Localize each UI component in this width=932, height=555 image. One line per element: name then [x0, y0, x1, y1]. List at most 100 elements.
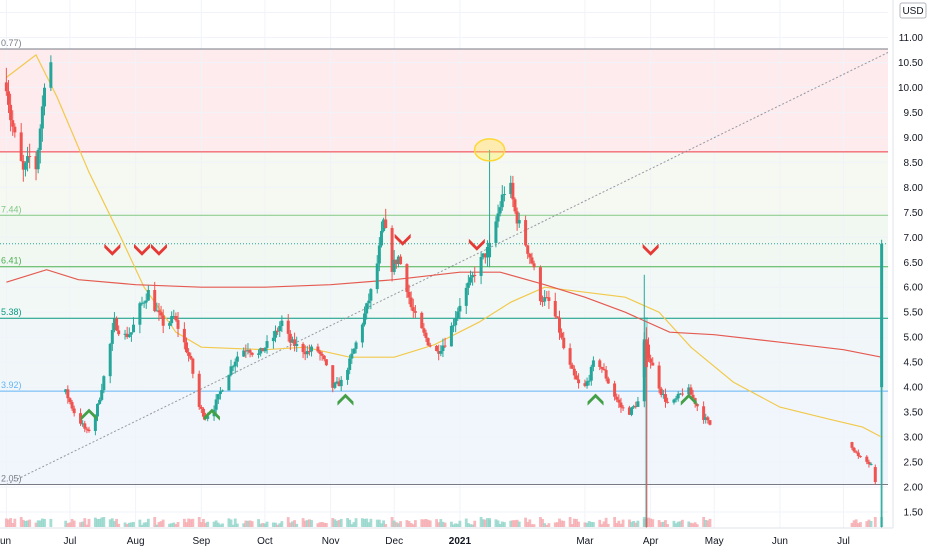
candle-body [530, 257, 534, 264]
volume-bar [687, 521, 691, 527]
volume-bar [854, 519, 858, 527]
candle-body [138, 303, 142, 325]
candle-body [221, 390, 225, 392]
candle-body [185, 342, 189, 353]
volume-bar [352, 522, 356, 527]
volume-bar [212, 521, 216, 527]
candle-body [365, 303, 369, 314]
volume-bar [259, 523, 263, 527]
volume-bar [558, 518, 561, 527]
candle-body [159, 312, 163, 316]
candle-body [263, 347, 267, 352]
candle-body [375, 263, 379, 290]
volume-bar [231, 524, 235, 527]
candle-body [458, 305, 462, 312]
volume-bar [142, 522, 146, 527]
candle-body [250, 352, 254, 355]
price-tick-label: 1.50 [904, 508, 924, 519]
volume-bar [115, 518, 118, 527]
candle-body [290, 339, 294, 343]
volume-bar [621, 519, 625, 527]
candle-body [439, 350, 443, 354]
candle-body [337, 381, 341, 387]
candle-body [191, 358, 195, 374]
candle-body [526, 245, 530, 254]
time-tick-label: Jun [772, 536, 788, 547]
price-tick-label: 10.00 [898, 83, 923, 94]
candle-body [498, 207, 502, 214]
volume-bar [219, 524, 222, 527]
candle-body [242, 350, 246, 357]
volume-bar [316, 523, 320, 527]
volume-bar [227, 518, 231, 527]
candle-body [396, 256, 400, 265]
candle-body [424, 332, 428, 339]
candle-body [852, 447, 856, 452]
price-tick-label: 9.00 [904, 133, 924, 144]
candle-body [867, 461, 871, 465]
volume-bar [382, 520, 385, 527]
candle-body [93, 416, 97, 431]
volume-bar [496, 520, 500, 527]
candle-body [115, 318, 119, 331]
candle-body [481, 253, 485, 257]
candle-body [320, 353, 324, 356]
price-axis-panel [893, 0, 932, 550]
volume-bar [331, 518, 335, 527]
candle-body [632, 406, 636, 408]
buy-arrow-icon [337, 393, 354, 406]
candle-body [189, 355, 193, 359]
candle-body [244, 350, 248, 352]
currency-badge[interactable] [899, 2, 927, 19]
volume-bar [216, 522, 220, 527]
moving-average-line [6, 53, 882, 438]
fib-zone [0, 318, 888, 392]
candle-body [587, 380, 591, 382]
candle-body [102, 376, 106, 391]
sell-arrow-icon [642, 243, 659, 256]
candle-body [545, 297, 549, 299]
candle-body [426, 338, 430, 346]
volume-bar [422, 519, 426, 527]
price-ticks: 11.5011.0010.5010.009.509.008.508.007.50… [898, 8, 923, 519]
volume-bar [471, 524, 475, 527]
candle-body [666, 401, 670, 403]
volume-bar [615, 522, 619, 527]
candle-body [568, 348, 572, 365]
candle-body [38, 128, 42, 150]
volume-bar [70, 518, 74, 527]
volume-bar [483, 519, 487, 527]
volume-bar [361, 518, 364, 527]
volume-bar [380, 523, 383, 527]
volume-bar [367, 522, 371, 527]
volume-bar [87, 518, 91, 527]
candle-body [617, 399, 621, 403]
volume-bar [83, 518, 87, 527]
candle-body [649, 358, 653, 363]
candle-body [642, 342, 646, 378]
volume-bar [79, 522, 82, 527]
candle-body [274, 330, 278, 338]
volume-bar [85, 524, 89, 527]
candle-body [271, 337, 275, 342]
candle-body [288, 333, 292, 343]
time-tick-label: Oct [257, 536, 273, 547]
volume-bar [199, 522, 203, 527]
volume-bar [708, 518, 712, 527]
time-tick-label: Jul [64, 536, 77, 547]
volume-bar [661, 521, 665, 527]
volume-bar [553, 522, 557, 527]
candle-body [261, 348, 265, 352]
volume-bar [852, 520, 856, 527]
time-tick-label: Dec [385, 536, 403, 547]
candle-body [691, 394, 695, 399]
volume-bar [598, 519, 602, 527]
candle-body [206, 416, 210, 419]
candle-body [473, 274, 477, 276]
volume-bar [81, 521, 85, 527]
volume-bar [850, 522, 854, 527]
volume-bar [129, 522, 133, 527]
candle-body [384, 219, 388, 228]
volume-bar [28, 519, 32, 527]
